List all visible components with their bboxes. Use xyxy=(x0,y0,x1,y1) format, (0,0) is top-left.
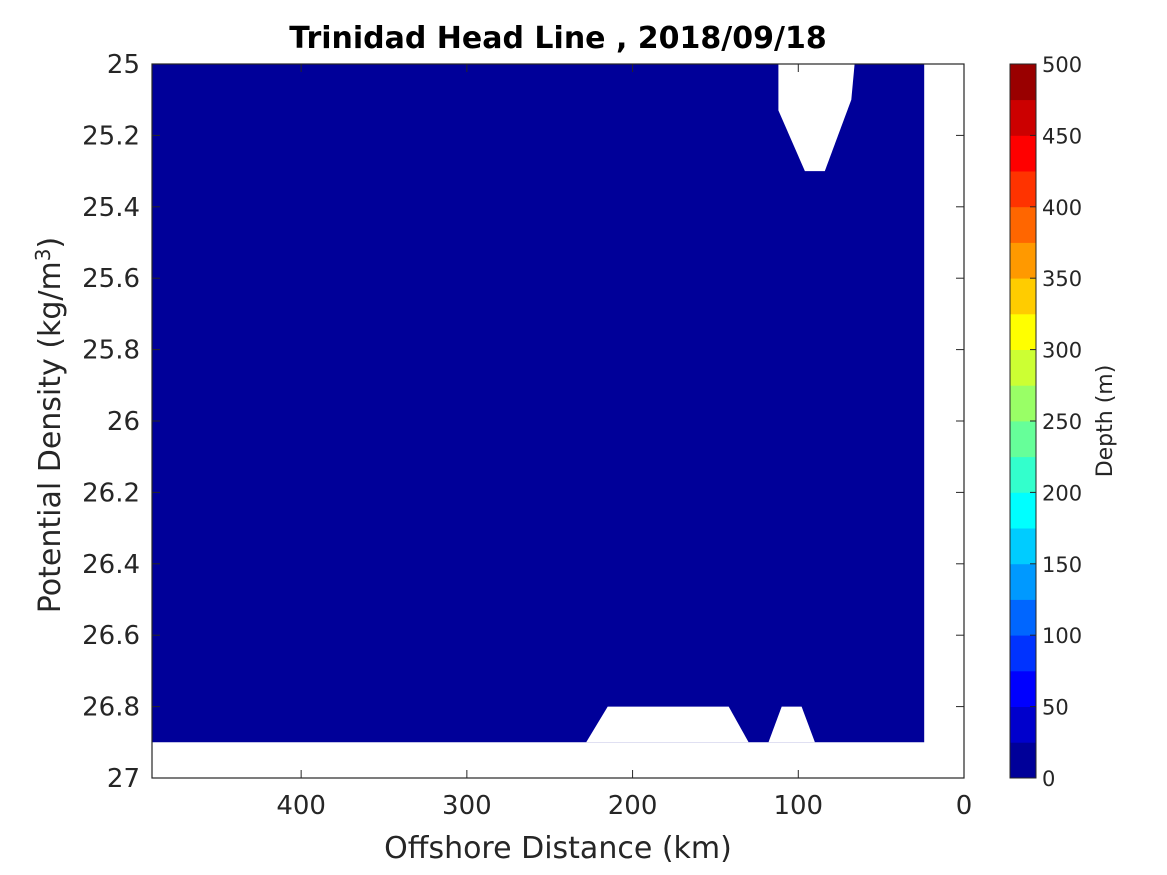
y-tick-label: 26.8 xyxy=(82,693,140,723)
colorbar-segment xyxy=(1010,635,1036,672)
colorbar-tick-label: 200 xyxy=(1042,481,1082,505)
y-axis: 25 25.2 25.4 25.6 25.8 26 26.2 26.4 26.6 26.8 27 xyxy=(82,50,964,794)
colorbar-segment xyxy=(1010,64,1036,101)
contour-band xyxy=(152,64,932,743)
colorbar-segment xyxy=(1010,171,1036,208)
colorbar-segment xyxy=(1010,670,1036,707)
x-axis: 400 300 200 100 0 xyxy=(276,64,972,821)
colorbar-tick-label: 450 xyxy=(1042,124,1082,148)
y-tick-label: 25.4 xyxy=(82,193,140,223)
y-tick-label: 26.4 xyxy=(82,550,140,580)
no-data-region xyxy=(924,64,964,778)
y-tick-label: 25.2 xyxy=(82,121,140,151)
colorbar-tick-label: 50 xyxy=(1042,696,1069,720)
colorbar-segment xyxy=(1010,492,1036,529)
y-tick-label: 27 xyxy=(107,764,140,794)
colorbar-segment xyxy=(1010,456,1036,493)
data-gap-regions xyxy=(152,64,964,778)
contour-bands xyxy=(152,64,932,743)
no-data-region xyxy=(152,742,964,778)
colorbar-segment xyxy=(1010,385,1036,422)
colorbar-segment xyxy=(1010,242,1036,279)
colorbar-tick-label: 400 xyxy=(1042,196,1082,220)
colorbar-tick-label: 350 xyxy=(1042,267,1082,291)
colorbar-segment xyxy=(1010,313,1036,350)
x-tick-label: 100 xyxy=(773,791,823,821)
colorbar: 0 50 100 150 200 250 300 350 400 450 500 xyxy=(1009,53,1082,791)
y-tick-label: 25.8 xyxy=(82,336,140,366)
x-axis-label: Offshore Distance (km) xyxy=(384,831,732,866)
colorbar-tick-label: 500 xyxy=(1042,53,1082,77)
y-tick-label: 25 xyxy=(107,50,140,80)
colorbar-tick-label: 300 xyxy=(1042,339,1082,363)
chart-title: Trinidad Head Line , 2018/09/18 xyxy=(289,21,826,56)
colorbar-segment xyxy=(1010,206,1036,243)
x-tick-label: 0 xyxy=(956,791,973,821)
x-tick-label: 200 xyxy=(608,791,658,821)
colorbar-segment xyxy=(1010,349,1036,386)
colorbar-label: Depth (m) xyxy=(1093,365,1118,478)
y-tick-label: 26.6 xyxy=(82,621,140,651)
no-data-region xyxy=(778,64,855,172)
y-axis-label: Potential Density (kg/m3) xyxy=(31,237,68,613)
colorbar-segment xyxy=(1010,528,1036,565)
colorbar-tick-label: 150 xyxy=(1042,553,1082,577)
colorbar-segment xyxy=(1010,421,1036,458)
y-tick-label: 26 xyxy=(107,407,140,437)
y-tick-label: 25.6 xyxy=(82,264,140,294)
y-tick-label: 26.2 xyxy=(82,478,140,508)
colorbar-segment xyxy=(1010,742,1036,779)
x-tick-label: 300 xyxy=(442,791,492,821)
colorbar-tick-label: 250 xyxy=(1042,410,1082,434)
y-axis-label-main: Potential Density (kg/m xyxy=(33,261,68,613)
y-axis-label-superscript: 3 xyxy=(31,248,55,261)
colorbar-segment xyxy=(1010,135,1036,172)
colorbar-segment xyxy=(1010,99,1036,136)
no-data-region xyxy=(586,706,749,743)
colorbar-tick-label: 0 xyxy=(1042,767,1055,791)
x-tick-label: 400 xyxy=(276,791,326,821)
y-axis-label-close: ) xyxy=(33,237,68,249)
colorbar-tick-label: 100 xyxy=(1042,624,1082,648)
colorbar-segment xyxy=(1010,706,1036,743)
colorbar-segment xyxy=(1010,278,1036,315)
colorbar-segment xyxy=(1010,599,1036,636)
no-data-region xyxy=(768,706,815,743)
colorbar-segment xyxy=(1010,563,1036,600)
